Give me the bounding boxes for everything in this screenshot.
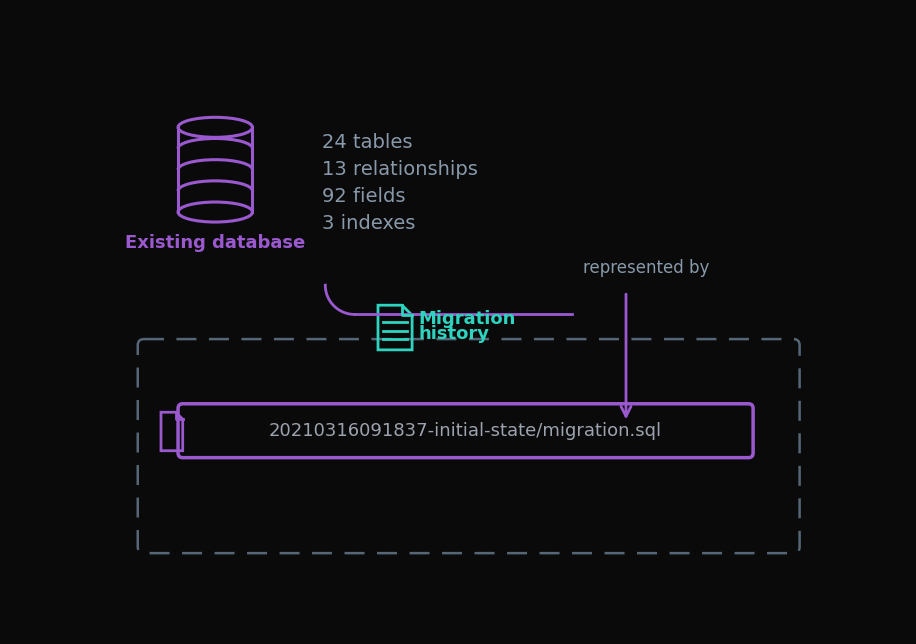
Text: represented by: represented by [583,260,710,278]
Text: Existing database: Existing database [125,234,305,252]
Text: history: history [419,325,489,343]
Text: 20210316091837-initial-state/migration.sql: 20210316091837-initial-state/migration.s… [269,422,662,440]
Text: 3 indexes: 3 indexes [322,214,416,232]
Text: Migration: Migration [419,310,516,328]
Text: 24 tables: 24 tables [322,133,413,152]
Text: 92 fields: 92 fields [322,187,406,205]
Text: 13 relationships: 13 relationships [322,160,478,178]
